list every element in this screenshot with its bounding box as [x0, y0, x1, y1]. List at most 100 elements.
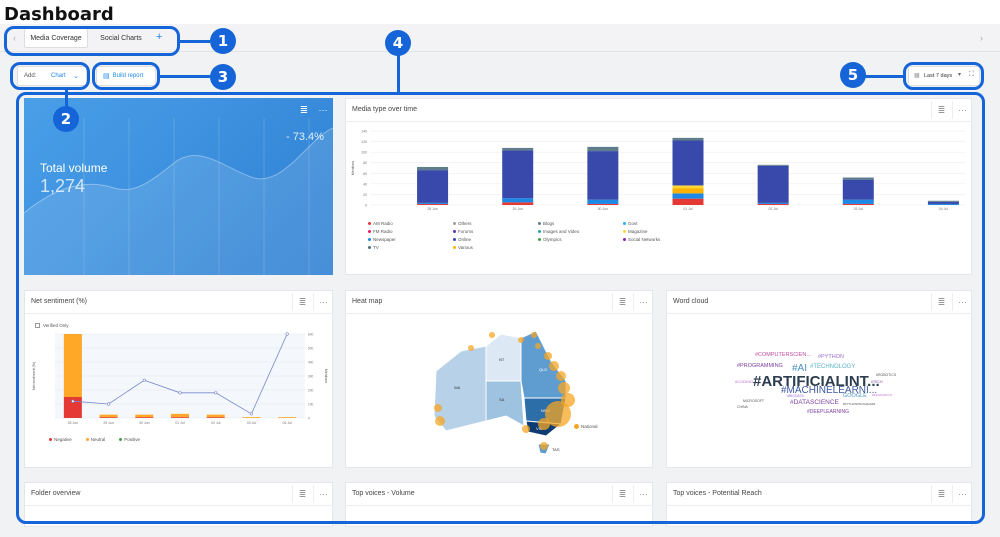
list-view-icon[interactable]: ≣: [612, 485, 632, 503]
map-label-nt: NT: [499, 357, 505, 362]
x-tick-label: 03 Jul: [854, 207, 864, 211]
bar-segment: [757, 164, 789, 166]
more-options-icon[interactable]: ···: [313, 293, 333, 311]
legend-item[interactable]: Olympics: [538, 237, 623, 242]
list-view-icon[interactable]: ≣: [931, 293, 951, 311]
word-cloud-term[interactable]: #AI: [792, 363, 808, 374]
word-cloud-term[interactable]: MICROSOFT: [743, 399, 764, 403]
legend-item[interactable]: FM Radio: [368, 229, 453, 234]
legend-label: Govt: [628, 221, 638, 226]
bar-segment: [672, 185, 704, 189]
word-cloud-term[interactable]: #DEEPLEARNING: [807, 409, 849, 415]
bar-segment: [278, 417, 297, 418]
word-cloud-term[interactable]: #CODING: [735, 379, 754, 384]
legend-item[interactable]: Blogs: [538, 221, 623, 226]
y2-tick-label: 600: [308, 333, 314, 337]
x-tick-label: 28 Jun: [68, 421, 79, 425]
legend-dot: [538, 238, 541, 241]
bar-segment: [842, 203, 874, 205]
bar-segment: [417, 202, 449, 204]
legend-item[interactable]: Magazine: [623, 229, 708, 234]
verified-only-checkbox[interactable]: [35, 323, 40, 328]
legend-item[interactable]: Forums: [453, 229, 538, 234]
word-cloud-term[interactable]: #BIGDATA: [787, 394, 804, 398]
more-options-icon[interactable]: ···: [313, 485, 333, 503]
word-cloud-term[interactable]: #PYTHONPROGRAMM...: [843, 402, 878, 406]
legend-item[interactable]: Positive: [119, 437, 140, 442]
chevron-left-icon[interactable]: ‹: [13, 33, 16, 43]
word-cloud-term[interactable]: #TECH: [871, 380, 883, 384]
legend-item[interactable]: Negative: [49, 437, 72, 442]
list-view-icon[interactable]: ≣: [299, 104, 309, 116]
callout-badge-2: 2: [53, 106, 79, 132]
legend-item[interactable]: Newspaper: [368, 237, 453, 242]
legend-item[interactable]: Images and Video: [538, 229, 623, 234]
date-range-control[interactable]: ▦ Last 7 days ▾ ⛶: [908, 66, 980, 86]
australia-map[interactable]: WA NT SA QLD NSW VIC TAS: [426, 326, 576, 456]
fullscreen-icon[interactable]: ⛶: [969, 71, 974, 78]
build-report-button[interactable]: ▤ Build report: [96, 66, 156, 86]
y2-tick-label: 300: [308, 375, 314, 379]
media-type-chart: 0 20 40 60 80 100 120 140 Mentions 28 Jun 29 Jun 30…: [351, 130, 966, 211]
map-label-wa: WA: [454, 385, 461, 390]
verified-only-label: Verified Only: [43, 323, 69, 328]
chart-select[interactable]: Chart: [51, 73, 66, 79]
word-cloud-term[interactable]: #PROGRAMMING: [737, 363, 783, 369]
legend-item[interactable]: Social Networks: [623, 237, 708, 242]
chevron-down-icon[interactable]: ⌄: [73, 73, 79, 80]
legend-item[interactable]: Various: [453, 245, 538, 250]
list-view-icon[interactable]: ≣: [931, 485, 951, 503]
word-cloud-term[interactable]: #PYTHON: [818, 354, 844, 360]
bar-segment: [417, 170, 449, 203]
more-options-icon[interactable]: ···: [318, 105, 328, 115]
word-cloud-term[interactable]: #ROBOTICS: [876, 373, 897, 377]
legend-item[interactable]: AM Radio: [368, 221, 453, 226]
legend-label: Forums: [458, 229, 474, 234]
legend-dot: [368, 222, 371, 225]
legend-item[interactable]: Others: [453, 221, 538, 226]
list-view-icon[interactable]: ≣: [931, 101, 951, 119]
add-control: Add: Chart ⌄: [17, 66, 87, 86]
tab-social-charts[interactable]: Social Charts: [100, 34, 142, 42]
more-options-icon[interactable]: ···: [633, 485, 653, 503]
chevron-right-icon[interactable]: ›: [980, 33, 983, 43]
word-cloud-term[interactable]: #COMPUTERSCIEN...: [755, 352, 811, 358]
list-view-icon[interactable]: ≣: [292, 293, 312, 311]
legend-label: Neutral: [90, 437, 106, 442]
bar-segment: [672, 193, 704, 199]
y2-tick-label: 100: [308, 403, 314, 407]
word-cloud-term[interactable]: #MACHINELEARNI...: [781, 385, 878, 396]
list-view-icon[interactable]: ≣: [292, 485, 312, 503]
bar-segment: [99, 414, 118, 418]
x-tick-label: 01 Jul: [175, 421, 185, 425]
legend-label: Online: [458, 237, 472, 242]
line-point: [249, 412, 254, 416]
word-cloud-term[interactable]: CHINA: [737, 405, 748, 409]
line-point: [178, 391, 182, 395]
more-options-icon[interactable]: ···: [952, 293, 972, 311]
word-cloud-term[interactable]: #TECHNOLOGY: [810, 364, 856, 370]
map-label-tas: TAS: [552, 447, 560, 452]
legend-label: Others: [458, 221, 472, 226]
bar-segment: [587, 146, 619, 152]
legend-label: Olympics: [543, 237, 562, 242]
legend-dot: [538, 222, 541, 225]
word-cloud-term[interactable]: #DATASCIENCE: [790, 399, 839, 406]
more-options-icon[interactable]: ···: [952, 101, 972, 119]
legend-label: FM Radio: [373, 229, 393, 234]
bar-segment: [587, 203, 619, 205]
add-tab-icon[interactable]: +: [156, 31, 163, 43]
legend-item[interactable]: TV: [368, 245, 453, 250]
legend-item[interactable]: Govt: [623, 221, 708, 226]
bar-segment: [206, 414, 225, 418]
word-cloud-term[interactable]: #ARTIFICIALINT...: [753, 373, 880, 390]
word-cloud-term[interactable]: GOOGLE: [843, 393, 867, 399]
list-view-icon[interactable]: ≣: [612, 293, 632, 311]
callout-badge-1: 1: [210, 28, 236, 54]
legend-dot: [453, 230, 456, 233]
word-cloud-term[interactable]: #INNOVATION: [872, 393, 892, 397]
legend-item[interactable]: Online: [453, 237, 538, 242]
legend-item[interactable]: Neutral: [85, 437, 106, 442]
more-options-icon[interactable]: ···: [952, 485, 972, 503]
more-options-icon[interactable]: ···: [633, 293, 653, 311]
